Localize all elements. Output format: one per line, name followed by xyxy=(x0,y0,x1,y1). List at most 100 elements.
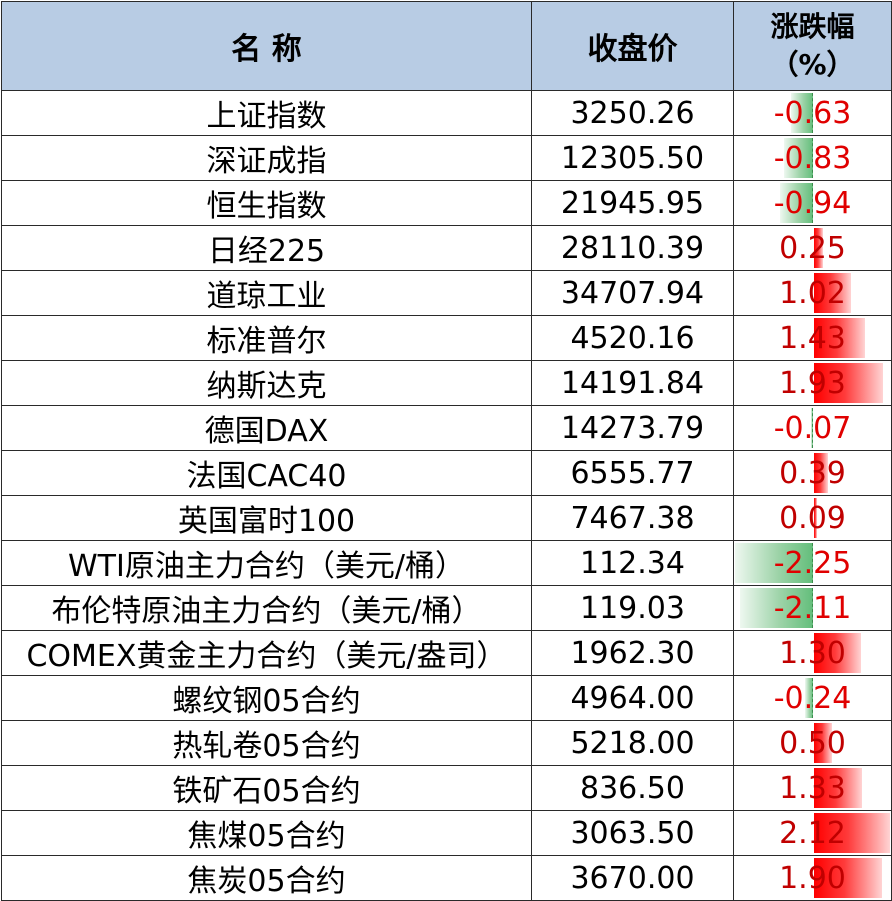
row-change: 2.12 xyxy=(733,810,892,856)
row-change-value: 1.43 xyxy=(779,320,846,356)
table-row: 螺纹钢05合约 4964.00 -0.24 xyxy=(1,675,892,721)
row-name: 热轧卷05合约 xyxy=(1,720,532,766)
row-change: -0.24 xyxy=(733,675,892,721)
row-name: WTI原油主力合约（美元/桶） xyxy=(1,540,532,586)
positive-data-bar xyxy=(814,813,890,853)
table-row: 深证成指 12305.50 -0.83 xyxy=(1,135,892,181)
row-change: 1.43 xyxy=(733,315,892,361)
row-change: 0.09 xyxy=(733,495,892,541)
row-name: 深证成指 xyxy=(1,135,532,181)
row-change-value: -0.07 xyxy=(773,410,852,446)
row-name: 纳斯达克 xyxy=(1,360,532,406)
row-change: 1.30 xyxy=(733,630,892,676)
negative-data-bar xyxy=(735,543,813,583)
row-change: -0.63 xyxy=(733,90,892,136)
table-row: 恒生指数 21945.95 -0.94 xyxy=(1,180,892,226)
row-change-value: 0.09 xyxy=(779,500,846,536)
row-change-value: -0.24 xyxy=(773,680,852,716)
row-close: 28110.39 xyxy=(531,225,734,271)
row-change: 0.50 xyxy=(733,720,892,766)
negative-data-bar xyxy=(784,138,813,178)
row-change: 1.33 xyxy=(733,765,892,811)
header-name: 名 称 xyxy=(1,1,532,91)
row-name: 焦煤05合约 xyxy=(1,810,532,856)
positive-data-bar xyxy=(814,633,861,673)
row-name: 螺纹钢05合约 xyxy=(1,675,532,721)
row-close: 836.50 xyxy=(531,765,734,811)
row-close: 112.34 xyxy=(531,540,734,586)
row-close: 5218.00 xyxy=(531,720,734,766)
row-close: 14191.84 xyxy=(531,360,734,406)
row-close: 1962.30 xyxy=(531,630,734,676)
positive-data-bar xyxy=(814,768,862,808)
row-name: 恒生指数 xyxy=(1,180,532,226)
table-row: WTI原油主力合约（美元/桶） 112.34 -2.25 xyxy=(1,540,892,586)
row-change: -2.11 xyxy=(733,585,892,631)
header-change-line2: （%） xyxy=(770,48,855,81)
table-row: 道琼工业 34707.94 1.02 xyxy=(1,270,892,316)
row-close: 7467.38 xyxy=(531,495,734,541)
table-row: 日经225 28110.39 0.25 xyxy=(1,225,892,271)
positive-data-bar xyxy=(814,363,884,403)
table-row: 布伦特原油主力合约（美元/桶） 119.03 -2.11 xyxy=(1,585,892,631)
table-row: 法国CAC40 6555.77 0.39 xyxy=(1,450,892,496)
positive-data-bar xyxy=(814,228,823,268)
row-change: 1.02 xyxy=(733,270,892,316)
row-close: 34707.94 xyxy=(531,270,734,316)
row-change-value: 0.50 xyxy=(779,725,846,761)
row-close: 3063.50 xyxy=(531,810,734,856)
row-name: COMEX黄金主力合约（美元/盎司） xyxy=(1,630,532,676)
row-change-value: -2.11 xyxy=(773,590,852,626)
positive-data-bar xyxy=(814,273,851,313)
row-change-value: 1.93 xyxy=(779,365,846,401)
row-change: -2.25 xyxy=(733,540,892,586)
negative-data-bar xyxy=(810,408,814,448)
row-close: 4520.16 xyxy=(531,315,734,361)
header-change-line1: 涨跌幅 xyxy=(770,10,855,43)
table-row: 英国富时100 7467.38 0.09 xyxy=(1,495,892,541)
row-name: 英国富时100 xyxy=(1,495,532,541)
row-name: 焦炭05合约 xyxy=(1,855,532,901)
row-name: 铁矿石05合约 xyxy=(1,765,532,811)
negative-data-bar xyxy=(739,588,814,628)
header-close: 收盘价 xyxy=(531,1,734,91)
positive-data-bar xyxy=(814,498,818,538)
row-change: -0.94 xyxy=(733,180,892,226)
row-name: 上证指数 xyxy=(1,90,532,136)
row-name: 道琼工业 xyxy=(1,270,532,316)
row-change-value: 0.25 xyxy=(779,230,846,266)
row-change-value: -0.83 xyxy=(773,140,852,176)
row-change: 0.39 xyxy=(733,450,892,496)
row-name: 德国DAX xyxy=(1,405,532,451)
row-change-value: -2.25 xyxy=(773,545,852,581)
table-row: 纳斯达克 14191.84 1.93 xyxy=(1,360,892,406)
row-close: 6555.77 xyxy=(531,450,734,496)
row-change-value: 0.39 xyxy=(779,455,846,491)
negative-data-bar xyxy=(780,183,813,223)
positive-data-bar xyxy=(814,723,832,763)
table-row: 热轧卷05合约 5218.00 0.50 xyxy=(1,720,892,766)
row-change-value: -0.94 xyxy=(773,185,852,221)
table-body: 上证指数 3250.26 -0.63 深证成指 12305.50 -0.83 恒生指数 219… xyxy=(1,90,892,901)
header-change: 涨跌幅 （%） xyxy=(733,1,892,91)
table-row: 上证指数 3250.26 -0.63 xyxy=(1,90,892,136)
row-name: 法国CAC40 xyxy=(1,450,532,496)
row-close: 12305.50 xyxy=(531,135,734,181)
row-close: 119.03 xyxy=(531,585,734,631)
row-change: 1.90 xyxy=(733,855,892,901)
row-close: 3670.00 xyxy=(531,855,734,901)
row-close: 3250.26 xyxy=(531,90,734,136)
row-change-value: 2.12 xyxy=(779,815,846,851)
row-change: 1.93 xyxy=(733,360,892,406)
table-row: 焦炭05合约 3670.00 1.90 xyxy=(1,855,892,901)
row-close: 21945.95 xyxy=(531,180,734,226)
negative-data-bar xyxy=(791,93,813,133)
row-name: 标准普尔 xyxy=(1,315,532,361)
positive-data-bar xyxy=(814,318,866,358)
table-row: 焦煤05合约 3063.50 2.12 xyxy=(1,810,892,856)
row-change: -0.07 xyxy=(733,405,892,451)
row-change-value: 1.90 xyxy=(779,860,846,896)
table-row: 标准普尔 4520.16 1.43 xyxy=(1,315,892,361)
row-change: -0.83 xyxy=(733,135,892,181)
